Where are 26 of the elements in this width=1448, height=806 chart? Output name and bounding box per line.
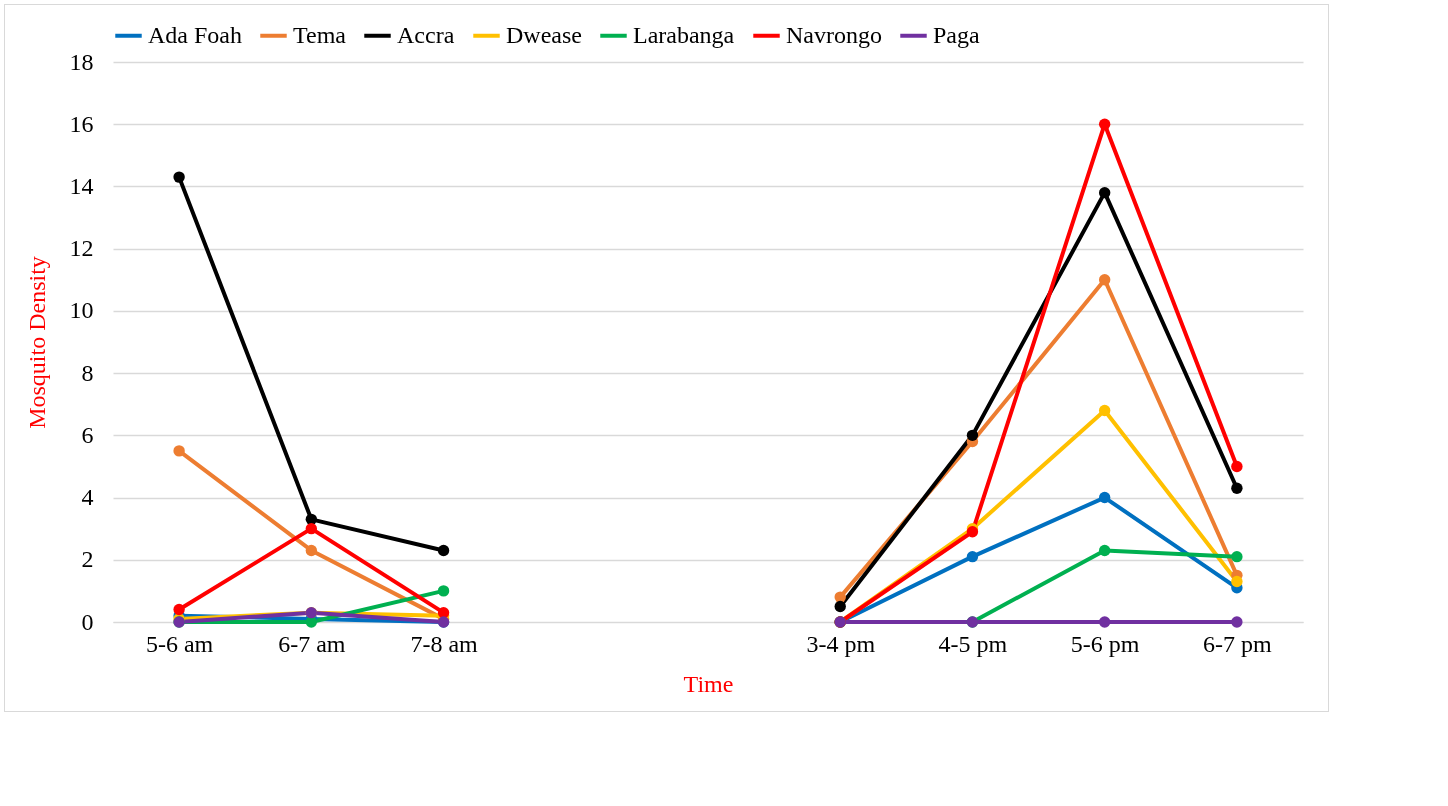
- x-tick-label: 7-8 am: [410, 630, 479, 657]
- legend-label: Accra: [397, 21, 455, 48]
- y-tick-label: 16: [69, 110, 94, 137]
- legend-label: Larabanga: [633, 21, 735, 48]
- y-tick-label: 14: [69, 172, 94, 199]
- x-tick-label: 5-6 pm: [1070, 630, 1140, 657]
- x-tick-label: 3-4 pm: [806, 630, 876, 657]
- x-tick-label: 6-7 pm: [1203, 630, 1273, 657]
- legend-label: Tema: [293, 21, 347, 48]
- y-tick-label: 0: [81, 608, 94, 635]
- y-tick-label: 8: [81, 359, 94, 386]
- legend-label: Paga: [933, 21, 980, 48]
- legend-label: Dwease: [506, 21, 582, 48]
- x-tick-label: 4-5 pm: [938, 630, 1008, 657]
- x-tick-label: 5-6 am: [145, 630, 214, 657]
- legend-label: Ada Foah: [148, 21, 242, 48]
- y-axis-title: Mosquito Density: [23, 256, 50, 429]
- y-tick-label: 6: [81, 421, 94, 448]
- x-axis-title: Time: [683, 670, 734, 697]
- y-tick-label: 10: [69, 297, 94, 324]
- y-tick-label: 2: [81, 546, 94, 573]
- y-tick-label: 4: [81, 484, 94, 511]
- y-tick-label: 12: [69, 235, 94, 262]
- legend-label: Navrongo: [786, 21, 882, 48]
- y-tick-label: 18: [69, 48, 94, 75]
- x-tick-label: 6-7 am: [278, 630, 346, 657]
